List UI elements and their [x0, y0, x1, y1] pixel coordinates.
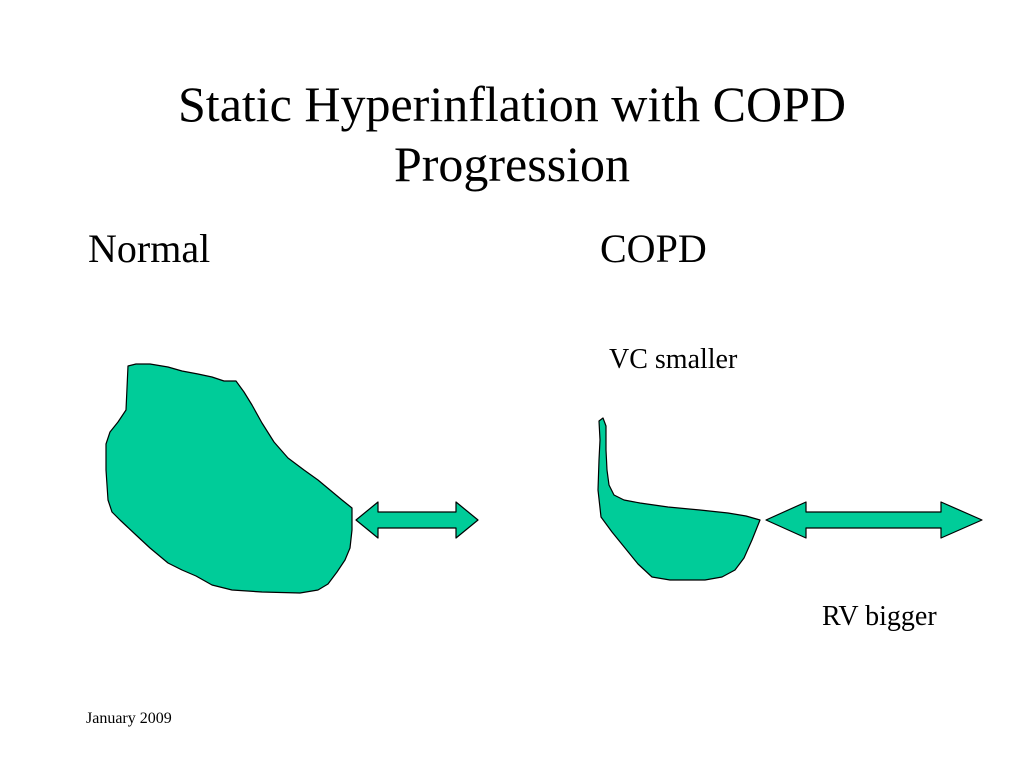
- normal-label: Normal: [88, 226, 211, 271]
- slide-title: Static Hyperinflation with COPD Progress…: [0, 74, 1024, 194]
- rv-bigger-note: RV bigger: [822, 601, 937, 632]
- title-line-1: Static Hyperinflation with COPD: [178, 76, 846, 132]
- copd-label: COPD: [600, 226, 707, 271]
- vc-smaller-note: VC smaller: [609, 344, 738, 375]
- copd-arrow: [765, 501, 983, 539]
- copd-lung-shape: [597, 417, 761, 581]
- normal-lung-shape: [105, 363, 353, 594]
- title-line-2: Progression: [393, 136, 631, 192]
- footer-date: January 2009: [86, 710, 172, 727]
- normal-arrow: [355, 501, 479, 539]
